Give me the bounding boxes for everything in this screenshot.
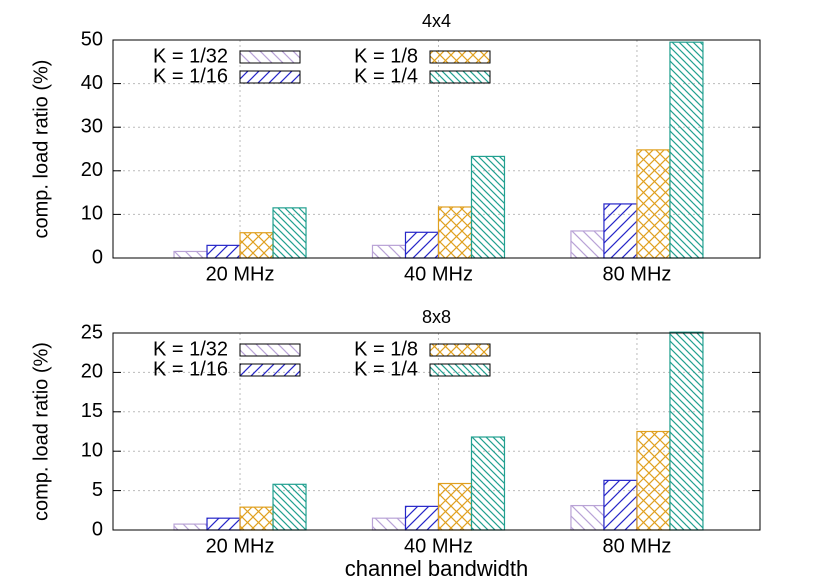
bar: [206, 244, 241, 259]
y-tick-label: 5: [92, 479, 103, 501]
legend-swatch: [239, 363, 301, 377]
y-tick-label: 20: [81, 159, 103, 181]
x-tick-label: 40 MHz: [404, 535, 473, 557]
bar: [206, 517, 241, 531]
bar: [570, 504, 605, 531]
legend-label: K = 1/8: [354, 45, 418, 67]
y-axis-label: comp. load ratio (%): [30, 60, 52, 239]
bar: [272, 207, 307, 259]
legend-swatch: [239, 70, 301, 84]
bar: [371, 517, 407, 531]
bar: [371, 244, 407, 259]
legend-label: K = 1/32: [153, 338, 228, 360]
y-axis-label: comp. load ratio (%): [30, 342, 52, 521]
legend-label: K = 1/32: [153, 45, 228, 67]
bar: [636, 430, 671, 531]
legend-swatch: [429, 50, 491, 64]
bar: [437, 206, 473, 259]
y-tick-label: 10: [81, 439, 103, 461]
bar: [636, 149, 671, 259]
y-tick-label: 15: [81, 400, 103, 422]
bar: [404, 505, 440, 531]
bar: [404, 231, 440, 259]
y-tick-label: 40: [81, 72, 103, 94]
legend-label: K = 1/16: [153, 358, 228, 380]
legend-swatch: [429, 363, 491, 377]
bar: [603, 479, 638, 531]
bar: [669, 41, 704, 259]
y-tick-label: 0: [92, 246, 103, 268]
bar: [173, 250, 208, 259]
y-tick-label: 0: [92, 518, 103, 540]
bar: [669, 331, 704, 531]
bar: [470, 155, 506, 259]
bar: [470, 436, 506, 531]
y-tick-label: 25: [81, 321, 103, 343]
subplot: 8x8 comp. load ratio (%) channel bandwidth…: [30, 307, 761, 581]
legend-swatch: [239, 50, 301, 64]
y-tick-label: 20: [81, 361, 103, 383]
legend-label: K = 1/4: [354, 65, 418, 87]
chart-title: 8x8: [422, 307, 451, 327]
legend-swatch: [239, 343, 301, 357]
bar: [239, 232, 274, 259]
bar: [603, 203, 638, 259]
bar: [437, 482, 473, 531]
legend-swatch: [429, 343, 491, 357]
bar: [239, 506, 274, 531]
x-axis-label: channel bandwidth: [345, 556, 528, 581]
legend-label: K = 1/16: [153, 65, 228, 87]
x-tick-label: 40 MHz: [404, 263, 473, 285]
x-tick-label: 20 MHz: [206, 263, 275, 285]
legend-swatch: [429, 70, 491, 84]
subplot: 4x4 comp. load ratio (%) 0 10 20 30 40 50 20 MHz…: [30, 11, 761, 285]
y-tick-label: 10: [81, 203, 103, 225]
legend-label: K = 1/4: [354, 358, 418, 380]
x-tick-label: 80 MHz: [602, 535, 671, 557]
legend-label: K = 1/8: [354, 338, 418, 360]
y-tick-label: 30: [81, 115, 103, 137]
bar: [272, 483, 307, 531]
plot-frame: [112, 332, 761, 531]
bar: [570, 230, 605, 259]
y-tick-label: 50: [81, 28, 103, 50]
plot-frame: [112, 39, 761, 259]
x-tick-label: 20 MHz: [206, 535, 275, 557]
x-tick-label: 80 MHz: [602, 263, 671, 285]
chart-title: 4x4: [422, 11, 451, 31]
bar: [173, 523, 208, 531]
